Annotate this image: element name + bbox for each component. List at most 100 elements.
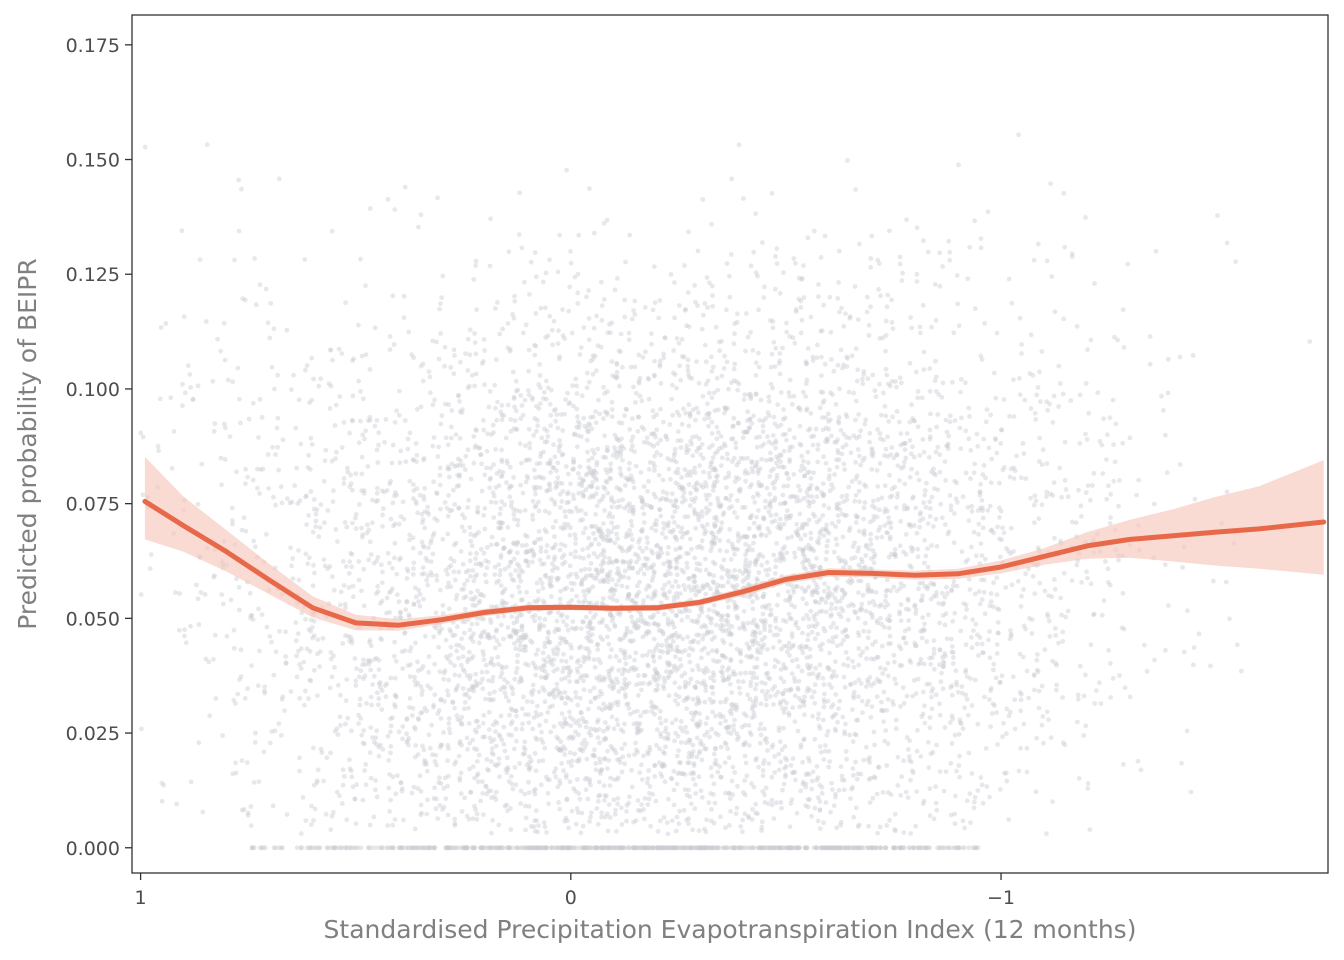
scatter-point — [236, 177, 242, 183]
scatter-point — [476, 445, 482, 451]
scatter-point — [520, 845, 525, 851]
scatter-point — [690, 845, 696, 851]
scatter-point — [840, 588, 846, 594]
scatter-point — [829, 592, 835, 597]
scatter-point — [691, 579, 697, 584]
scatter-point — [513, 670, 519, 675]
scatter-point — [1076, 776, 1082, 781]
scatter-point — [791, 845, 796, 851]
scatter-point — [719, 338, 724, 344]
scatter-point — [571, 496, 577, 502]
scatter-point — [361, 728, 367, 733]
scatter-point — [536, 508, 542, 514]
scatter-point — [220, 733, 226, 738]
scatter-point — [678, 725, 683, 731]
scatter-point — [583, 573, 589, 579]
scatter-point — [611, 592, 616, 597]
scatter-point — [915, 395, 921, 401]
scatter-point — [646, 396, 652, 402]
scatter-point — [453, 540, 459, 546]
scatter-point — [960, 726, 966, 732]
scatter-point — [767, 845, 773, 851]
scatter-point — [780, 553, 786, 559]
scatter-point — [1192, 496, 1198, 502]
scatter-point — [884, 372, 890, 378]
scatter-point — [722, 699, 728, 705]
scatter-point — [709, 354, 714, 360]
scatter-point — [645, 749, 651, 755]
scatter-point — [582, 566, 588, 572]
scatter-point — [488, 660, 493, 666]
scatter-point — [1046, 717, 1051, 723]
scatter-point — [800, 560, 806, 566]
scatter-point — [715, 473, 720, 479]
scatter-point — [831, 803, 837, 809]
scatter-point — [413, 743, 419, 748]
scatter-point — [1011, 549, 1016, 554]
scatter-point — [390, 586, 395, 592]
scatter-point — [611, 726, 617, 732]
scatter-point — [363, 428, 369, 434]
scatter-point — [526, 790, 532, 795]
scatter-point — [589, 455, 595, 461]
scatter-point — [484, 757, 490, 762]
scatter-point — [971, 628, 976, 633]
scatter-point — [654, 845, 660, 851]
scatter-point — [474, 817, 480, 822]
scatter-point — [686, 551, 691, 556]
scatter-point — [580, 748, 586, 754]
scatter-point — [673, 535, 679, 540]
scatter-point — [231, 627, 237, 633]
scatter-point — [476, 530, 481, 535]
scatter-point — [846, 484, 852, 490]
scatter-point — [699, 647, 705, 653]
scatter-point — [671, 802, 677, 808]
scatter-point — [624, 809, 629, 814]
scatter-point — [605, 845, 611, 851]
scatter-point — [406, 329, 412, 335]
scatter-point — [780, 432, 786, 438]
scatter-point — [741, 742, 746, 748]
scatter-point — [1051, 393, 1057, 399]
scatter-point — [763, 605, 769, 611]
scatter-point — [498, 583, 504, 588]
scatter-point — [562, 675, 568, 681]
scatter-point — [712, 761, 718, 767]
scatter-point — [337, 394, 343, 399]
scatter-point — [774, 602, 780, 608]
scatter-point — [860, 458, 866, 463]
scatter-point — [453, 432, 459, 437]
scatter-point — [256, 606, 261, 612]
scatter-point — [760, 845, 765, 851]
scatter-point — [325, 566, 331, 572]
scatter-point — [888, 641, 894, 646]
scatter-point — [532, 828, 538, 834]
scatter-point — [630, 598, 636, 604]
scatter-point — [863, 744, 869, 750]
scatter-point — [663, 572, 669, 578]
scatter-point — [743, 670, 748, 676]
scatter-point — [312, 806, 318, 812]
scatter-point — [661, 355, 667, 361]
scatter-point — [1021, 587, 1026, 592]
scatter-point — [778, 759, 784, 765]
scatter-point — [709, 616, 715, 622]
scatter-point — [632, 657, 637, 663]
scatter-point — [1153, 248, 1159, 254]
scatter-point — [548, 469, 554, 475]
scatter-point — [841, 662, 846, 667]
scatter-point — [415, 668, 421, 674]
scatter-point — [511, 620, 517, 626]
scatter-point — [1020, 441, 1026, 446]
scatter-point — [658, 452, 663, 458]
scatter-point — [654, 705, 660, 710]
scatter-point — [977, 489, 983, 495]
scatter-point — [804, 377, 810, 383]
scatter-point — [583, 525, 588, 531]
scatter-point — [568, 481, 573, 487]
scatter-point — [580, 823, 586, 829]
scatter-point — [696, 588, 702, 594]
scatter-point — [432, 845, 438, 851]
scatter-point — [411, 784, 417, 790]
scatter-point — [624, 584, 630, 590]
